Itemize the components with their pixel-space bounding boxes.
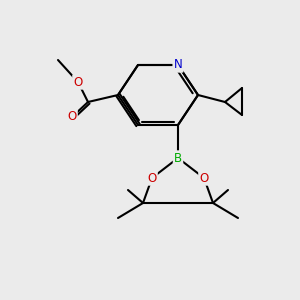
Text: N: N [174, 58, 182, 71]
Text: O: O [74, 76, 82, 88]
Text: O: O [68, 110, 76, 124]
Text: O: O [200, 172, 208, 184]
Text: B: B [174, 152, 182, 164]
Text: O: O [147, 172, 157, 184]
